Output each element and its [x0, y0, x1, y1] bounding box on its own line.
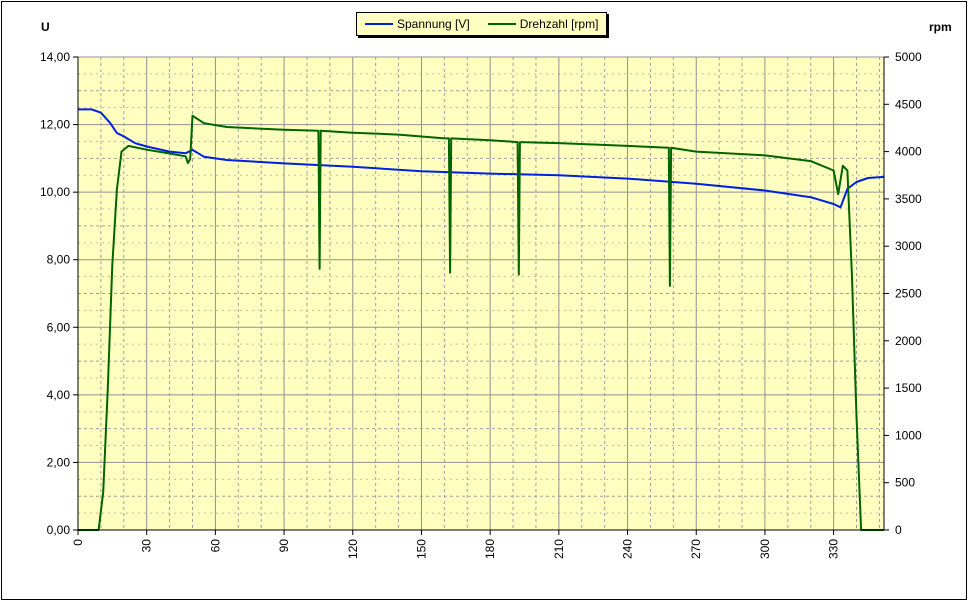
legend-swatch-voltage: [365, 23, 393, 25]
y-left-tick-label: 12,00: [40, 118, 70, 132]
y-right-tick-label: 2000: [895, 334, 922, 348]
y-right-tick-label: 500: [895, 476, 915, 490]
y-left-tick-label: 14,00: [40, 50, 70, 64]
y-right-tick-label: 4500: [895, 97, 922, 111]
x-tick-label: 180: [483, 539, 497, 559]
x-tick-label: 60: [208, 539, 222, 553]
legend-label-rpm: Drehzahl [rpm]: [519, 17, 599, 31]
y-right-tick-label: 1500: [895, 381, 922, 395]
y-left-tick-label: 4,00: [47, 388, 71, 402]
y-left-tick-label: 6,00: [47, 320, 71, 334]
x-tick-label: 210: [552, 539, 566, 559]
legend-label-voltage: Spannung [V]: [397, 17, 470, 31]
y-right-axis-title: rpm: [929, 20, 952, 34]
y-right-tick-label: 3000: [895, 239, 922, 253]
y-right-tick-label: 2500: [895, 287, 922, 301]
legend-item-voltage: Spannung [V]: [365, 17, 470, 31]
x-tick-label: 270: [689, 539, 703, 559]
y-right-tick-label: 3500: [895, 192, 922, 206]
y-right-tick-label: 0: [895, 523, 902, 537]
x-tick-label: 0: [71, 539, 85, 546]
x-tick-label: 90: [277, 539, 291, 553]
y-left-axis-title: U: [41, 20, 50, 34]
y-left-tick-label: 2,00: [47, 455, 71, 469]
y-right-tick-label: 1000: [895, 428, 922, 442]
y-right-tick-label: 4000: [895, 145, 922, 159]
x-tick-label: 240: [621, 539, 635, 559]
y-left-tick-label: 8,00: [47, 253, 71, 267]
x-tick-label: 150: [414, 539, 428, 559]
legend: Spannung [V] Drehzahl [rpm]: [356, 12, 608, 36]
x-tick-label: 330: [827, 539, 841, 559]
y-right-tick-label: 5000: [895, 50, 922, 64]
y-left-tick-label: 0,00: [47, 523, 71, 537]
legend-swatch-rpm: [487, 23, 516, 25]
series-layer: [78, 108, 885, 531]
x-tick-label: 120: [346, 539, 360, 559]
x-tick-label: 300: [758, 539, 772, 559]
y-left-tick-label: 10,00: [40, 185, 70, 199]
series-line-1: [78, 114, 884, 531]
ticks-layer: 0,00 2,00 4,00 6,00 8,00 10,00 12,00 14,00 0 500 1…: [40, 50, 922, 559]
x-tick-label: 30: [140, 539, 154, 553]
legend-item-rpm: Drehzahl [rpm]: [487, 17, 599, 31]
grid-minor: [78, 57, 884, 530]
